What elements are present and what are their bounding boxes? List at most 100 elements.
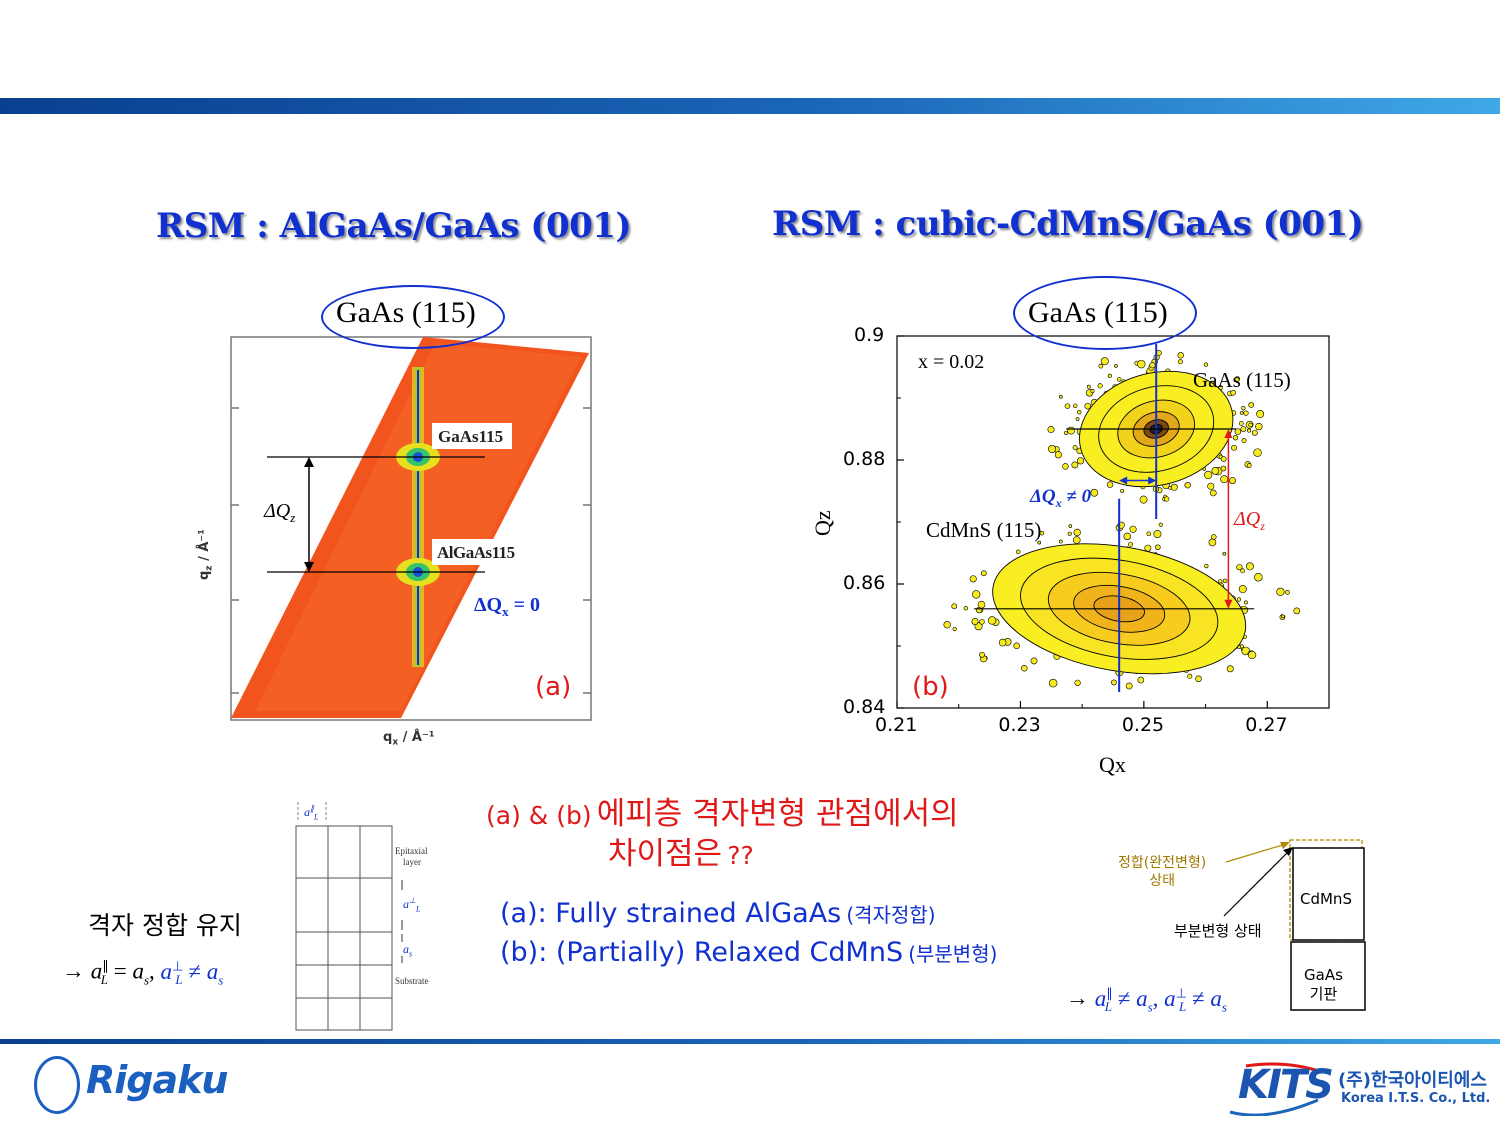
bl-aL-perp: a⊥L	[403, 896, 421, 914]
contour-speckle	[1222, 551, 1227, 556]
answer-a: (a): Fully strained AlGaAs (격자정합)	[500, 898, 936, 929]
contour-speckle	[1281, 614, 1285, 619]
contour-speckle	[1139, 495, 1148, 504]
right-peak-gaas: GaAs (115)	[1193, 368, 1291, 392]
br-substrate-label: GaAs 기판	[1304, 966, 1343, 1003]
contour-speckle	[1230, 390, 1236, 396]
br-relation: → a∥L ≠ as, a⊥L ≠ as	[1066, 985, 1227, 1015]
contour-speckle	[1254, 573, 1263, 582]
contour-speckle	[1084, 402, 1091, 410]
contour-speckle	[1054, 451, 1063, 459]
left-rsm-image	[230, 336, 592, 721]
footer-bar	[0, 1039, 1500, 1044]
contour-speckle	[1232, 434, 1239, 441]
contour-speckle	[1255, 422, 1263, 431]
contour-speckle	[1015, 549, 1021, 555]
contour-speckle	[1240, 426, 1247, 433]
contour-speckle	[979, 651, 985, 658]
answer-b: (b): (Partially) Relaxed CdMnS (부분변형)	[500, 937, 998, 968]
contour-speckle	[1220, 456, 1227, 462]
contour-speckle	[1234, 376, 1241, 382]
delta-qz-arrowhead	[1224, 429, 1233, 438]
bl-caption: 격자 정합 유지	[88, 911, 242, 940]
right-xaxis-label: Qx	[1099, 752, 1126, 777]
contour-speckle	[1177, 359, 1183, 365]
bl-substrate-label: Substrate	[395, 976, 429, 986]
contour-speckle	[1164, 496, 1170, 502]
contour-speckle	[1073, 528, 1081, 537]
contour-speckle	[1238, 421, 1244, 426]
contour-speckle	[1240, 568, 1246, 574]
left-xaxis-label: qx / Å⁻¹	[383, 730, 435, 748]
contour-speckle	[1072, 536, 1081, 544]
contour-speckle	[1098, 363, 1104, 369]
contour-speckle	[1245, 562, 1254, 571]
right-rsm-svg	[896, 335, 1330, 709]
right-yaxis-label: Qz	[810, 510, 835, 536]
contour-speckle	[1120, 488, 1125, 493]
contour-speckle	[1253, 448, 1262, 457]
contour-speckle	[1090, 488, 1099, 497]
contour-speckle	[1229, 477, 1236, 485]
contour-speckle	[980, 570, 987, 577]
y-tick-label: 0.9	[854, 324, 885, 346]
right-composition: x = 0.02	[918, 351, 985, 373]
contour-speckle	[1207, 482, 1215, 490]
contour-speckle	[1067, 531, 1072, 536]
contour-speckle	[1220, 475, 1229, 484]
contour-speckle	[1234, 428, 1242, 435]
contour-speckle	[1097, 383, 1103, 389]
contour-speckle	[1293, 607, 1301, 615]
contour-speckle	[1071, 461, 1079, 469]
y-tick-label: 0.88	[843, 448, 886, 470]
right-panel-label: (b)	[912, 672, 949, 702]
contour-speckle	[1123, 532, 1131, 541]
contour-speckle	[1090, 389, 1095, 394]
contour-speckle	[1243, 410, 1249, 416]
contour-speckle	[1239, 411, 1244, 415]
contour-speckle	[1220, 465, 1227, 472]
contour-speckle	[1146, 531, 1152, 537]
contour-speckle	[1106, 481, 1114, 488]
contour-speckle	[1236, 597, 1242, 602]
header-bar	[0, 98, 1500, 114]
contour-speckle	[1248, 650, 1257, 660]
contour-speckle	[1246, 463, 1252, 468]
right-delta-qz: ΔQz	[1234, 508, 1265, 533]
rigaku-logo: Rigaku	[86, 1058, 228, 1102]
contour-speckle	[1021, 665, 1028, 672]
right-delta-qx: ΔQx ≠ 0	[1030, 486, 1092, 510]
contour-speckle	[1238, 585, 1247, 594]
contour-speckle	[1184, 481, 1191, 489]
left-peak-gaas: GaAs115	[438, 427, 504, 446]
kits-logo-mark	[1226, 1060, 1326, 1117]
contour-speckle	[1177, 352, 1184, 359]
contour-speckle	[1058, 394, 1063, 399]
bl-epitaxial-label: Epitaxial layer	[395, 846, 428, 867]
contour-speckle	[1285, 589, 1290, 595]
contour-speckle	[1062, 463, 1069, 470]
br-diagram	[1100, 836, 1390, 1016]
delta-qx-arrowhead	[1119, 476, 1128, 485]
y-tick-label: 0.84	[843, 696, 886, 718]
contour-speckle	[1128, 541, 1134, 547]
bl-as: as	[403, 942, 413, 959]
br-partial-label: 부분변형 상태	[1174, 922, 1262, 940]
left-title: RSM : AlGaAs/GaAs (001)	[156, 206, 632, 246]
contour-speckle	[1111, 679, 1117, 686]
contour-speckle	[1203, 362, 1209, 367]
left-rsm-panel	[195, 285, 615, 755]
rigaku-logo-mark	[34, 1056, 80, 1114]
contour-speckle	[1067, 426, 1075, 435]
contour-speckle	[972, 590, 981, 599]
br-coherent-label: 정합(완전변형) 상태	[1118, 855, 1207, 889]
contour-speckle	[1231, 444, 1237, 451]
contour-speckle	[1072, 403, 1078, 409]
contour-speckle	[943, 621, 951, 629]
contour-speckle	[1195, 675, 1202, 683]
contour-speckle	[952, 626, 957, 632]
contour-speckle	[1241, 406, 1246, 411]
left-peak-algaas: AlGaAs115	[437, 543, 515, 562]
contour-speckle	[971, 617, 979, 625]
contour-speckle	[1074, 679, 1081, 686]
